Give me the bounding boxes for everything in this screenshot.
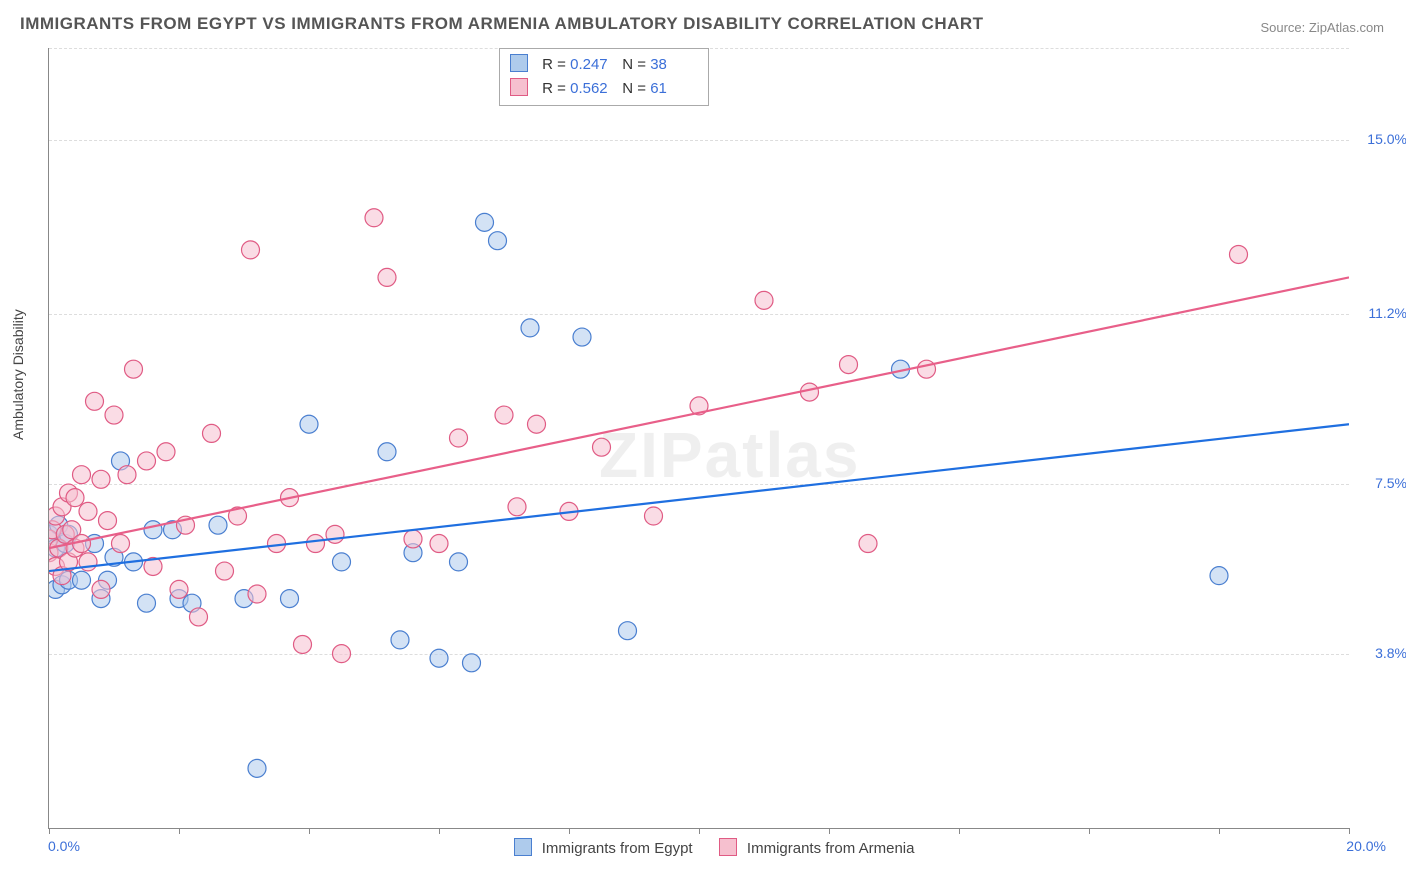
data-point (430, 535, 448, 553)
data-point (203, 424, 221, 442)
legend-r-value-armenia: 0.562 (570, 77, 618, 101)
data-point (118, 466, 136, 484)
legend-swatch-egypt (514, 838, 532, 856)
x-tick (49, 828, 50, 834)
data-point (1210, 567, 1228, 585)
y-tick-label: 15.0% (1357, 131, 1406, 147)
data-point (307, 535, 325, 553)
data-point (378, 268, 396, 286)
data-point (138, 452, 156, 470)
legend-n-label: N = (622, 80, 646, 97)
data-point (365, 209, 383, 227)
legend-label-egypt: Immigrants from Egypt (542, 840, 693, 857)
data-point (521, 319, 539, 337)
data-point (242, 241, 260, 259)
y-axis-label: Ambulatory Disability (10, 309, 26, 440)
y-tick-label: 11.2% (1357, 305, 1406, 321)
data-point (918, 360, 936, 378)
data-point (190, 608, 208, 626)
chart-title: IMMIGRANTS FROM EGYPT VS IMMIGRANTS FROM… (20, 14, 984, 34)
data-point (404, 530, 422, 548)
plot-area: ZIPatlas R = 0.247 N = 38 R = 0.562 N = … (48, 48, 1349, 829)
data-point (144, 521, 162, 539)
x-tick (309, 828, 310, 834)
data-point (619, 622, 637, 640)
data-point (333, 553, 351, 571)
data-point (268, 535, 286, 553)
data-point (157, 443, 175, 461)
data-point (92, 580, 110, 598)
data-point (430, 649, 448, 667)
x-tick (1089, 828, 1090, 834)
data-point (248, 585, 266, 603)
data-point (391, 631, 409, 649)
y-tick-label: 7.5% (1357, 475, 1406, 491)
data-point (378, 443, 396, 461)
data-point (86, 392, 104, 410)
data-point (79, 502, 97, 520)
data-point (294, 635, 312, 653)
data-point (463, 654, 481, 672)
data-point (209, 516, 227, 534)
data-point (508, 498, 526, 516)
data-point (248, 759, 266, 777)
regression-line (49, 424, 1349, 571)
data-point (125, 360, 143, 378)
data-point (99, 512, 117, 530)
data-point (333, 645, 351, 663)
legend-r-label: R = (542, 80, 566, 97)
data-point (170, 580, 188, 598)
data-point (66, 489, 84, 507)
legend-r-value-egypt: 0.247 (570, 53, 618, 77)
data-point (840, 356, 858, 374)
data-point (138, 594, 156, 612)
legend-n-label: N = (622, 56, 646, 73)
legend-swatch-armenia (510, 78, 528, 96)
x-tick (179, 828, 180, 834)
series-legend: Immigrants from Egypt Immigrants from Ar… (0, 838, 1406, 857)
x-tick (959, 828, 960, 834)
data-point (73, 466, 91, 484)
data-point (1230, 245, 1248, 263)
correlation-legend: R = 0.247 N = 38 R = 0.562 N = 61 (499, 48, 709, 106)
data-point (73, 571, 91, 589)
data-point (326, 525, 344, 543)
x-tick (699, 828, 700, 834)
data-point (216, 562, 234, 580)
data-point (300, 415, 318, 433)
source-label: Source: ZipAtlas.com (1260, 20, 1384, 35)
x-tick (439, 828, 440, 834)
data-point (528, 415, 546, 433)
data-point (281, 590, 299, 608)
legend-n-value-egypt: 38 (650, 53, 698, 77)
legend-row-egypt: R = 0.247 N = 38 (510, 53, 698, 77)
x-tick (1349, 828, 1350, 834)
legend-swatch-egypt (510, 54, 528, 72)
legend-row-armenia: R = 0.562 N = 61 (510, 77, 698, 101)
data-point (105, 406, 123, 424)
data-point (489, 232, 507, 250)
chart-svg (49, 48, 1349, 828)
x-tick (829, 828, 830, 834)
x-tick (569, 828, 570, 834)
legend-swatch-armenia (719, 838, 737, 856)
data-point (495, 406, 513, 424)
legend-r-label: R = (542, 56, 566, 73)
x-tick (1219, 828, 1220, 834)
legend-label-armenia: Immigrants from Armenia (747, 840, 915, 857)
data-point (450, 429, 468, 447)
data-point (92, 470, 110, 488)
data-point (476, 213, 494, 231)
data-point (112, 535, 130, 553)
regression-line (49, 277, 1349, 548)
data-point (450, 553, 468, 571)
data-point (573, 328, 591, 346)
data-point (645, 507, 663, 525)
legend-n-value-armenia: 61 (650, 77, 698, 101)
y-tick-label: 3.8% (1357, 645, 1406, 661)
data-point (755, 291, 773, 309)
data-point (593, 438, 611, 456)
data-point (859, 535, 877, 553)
